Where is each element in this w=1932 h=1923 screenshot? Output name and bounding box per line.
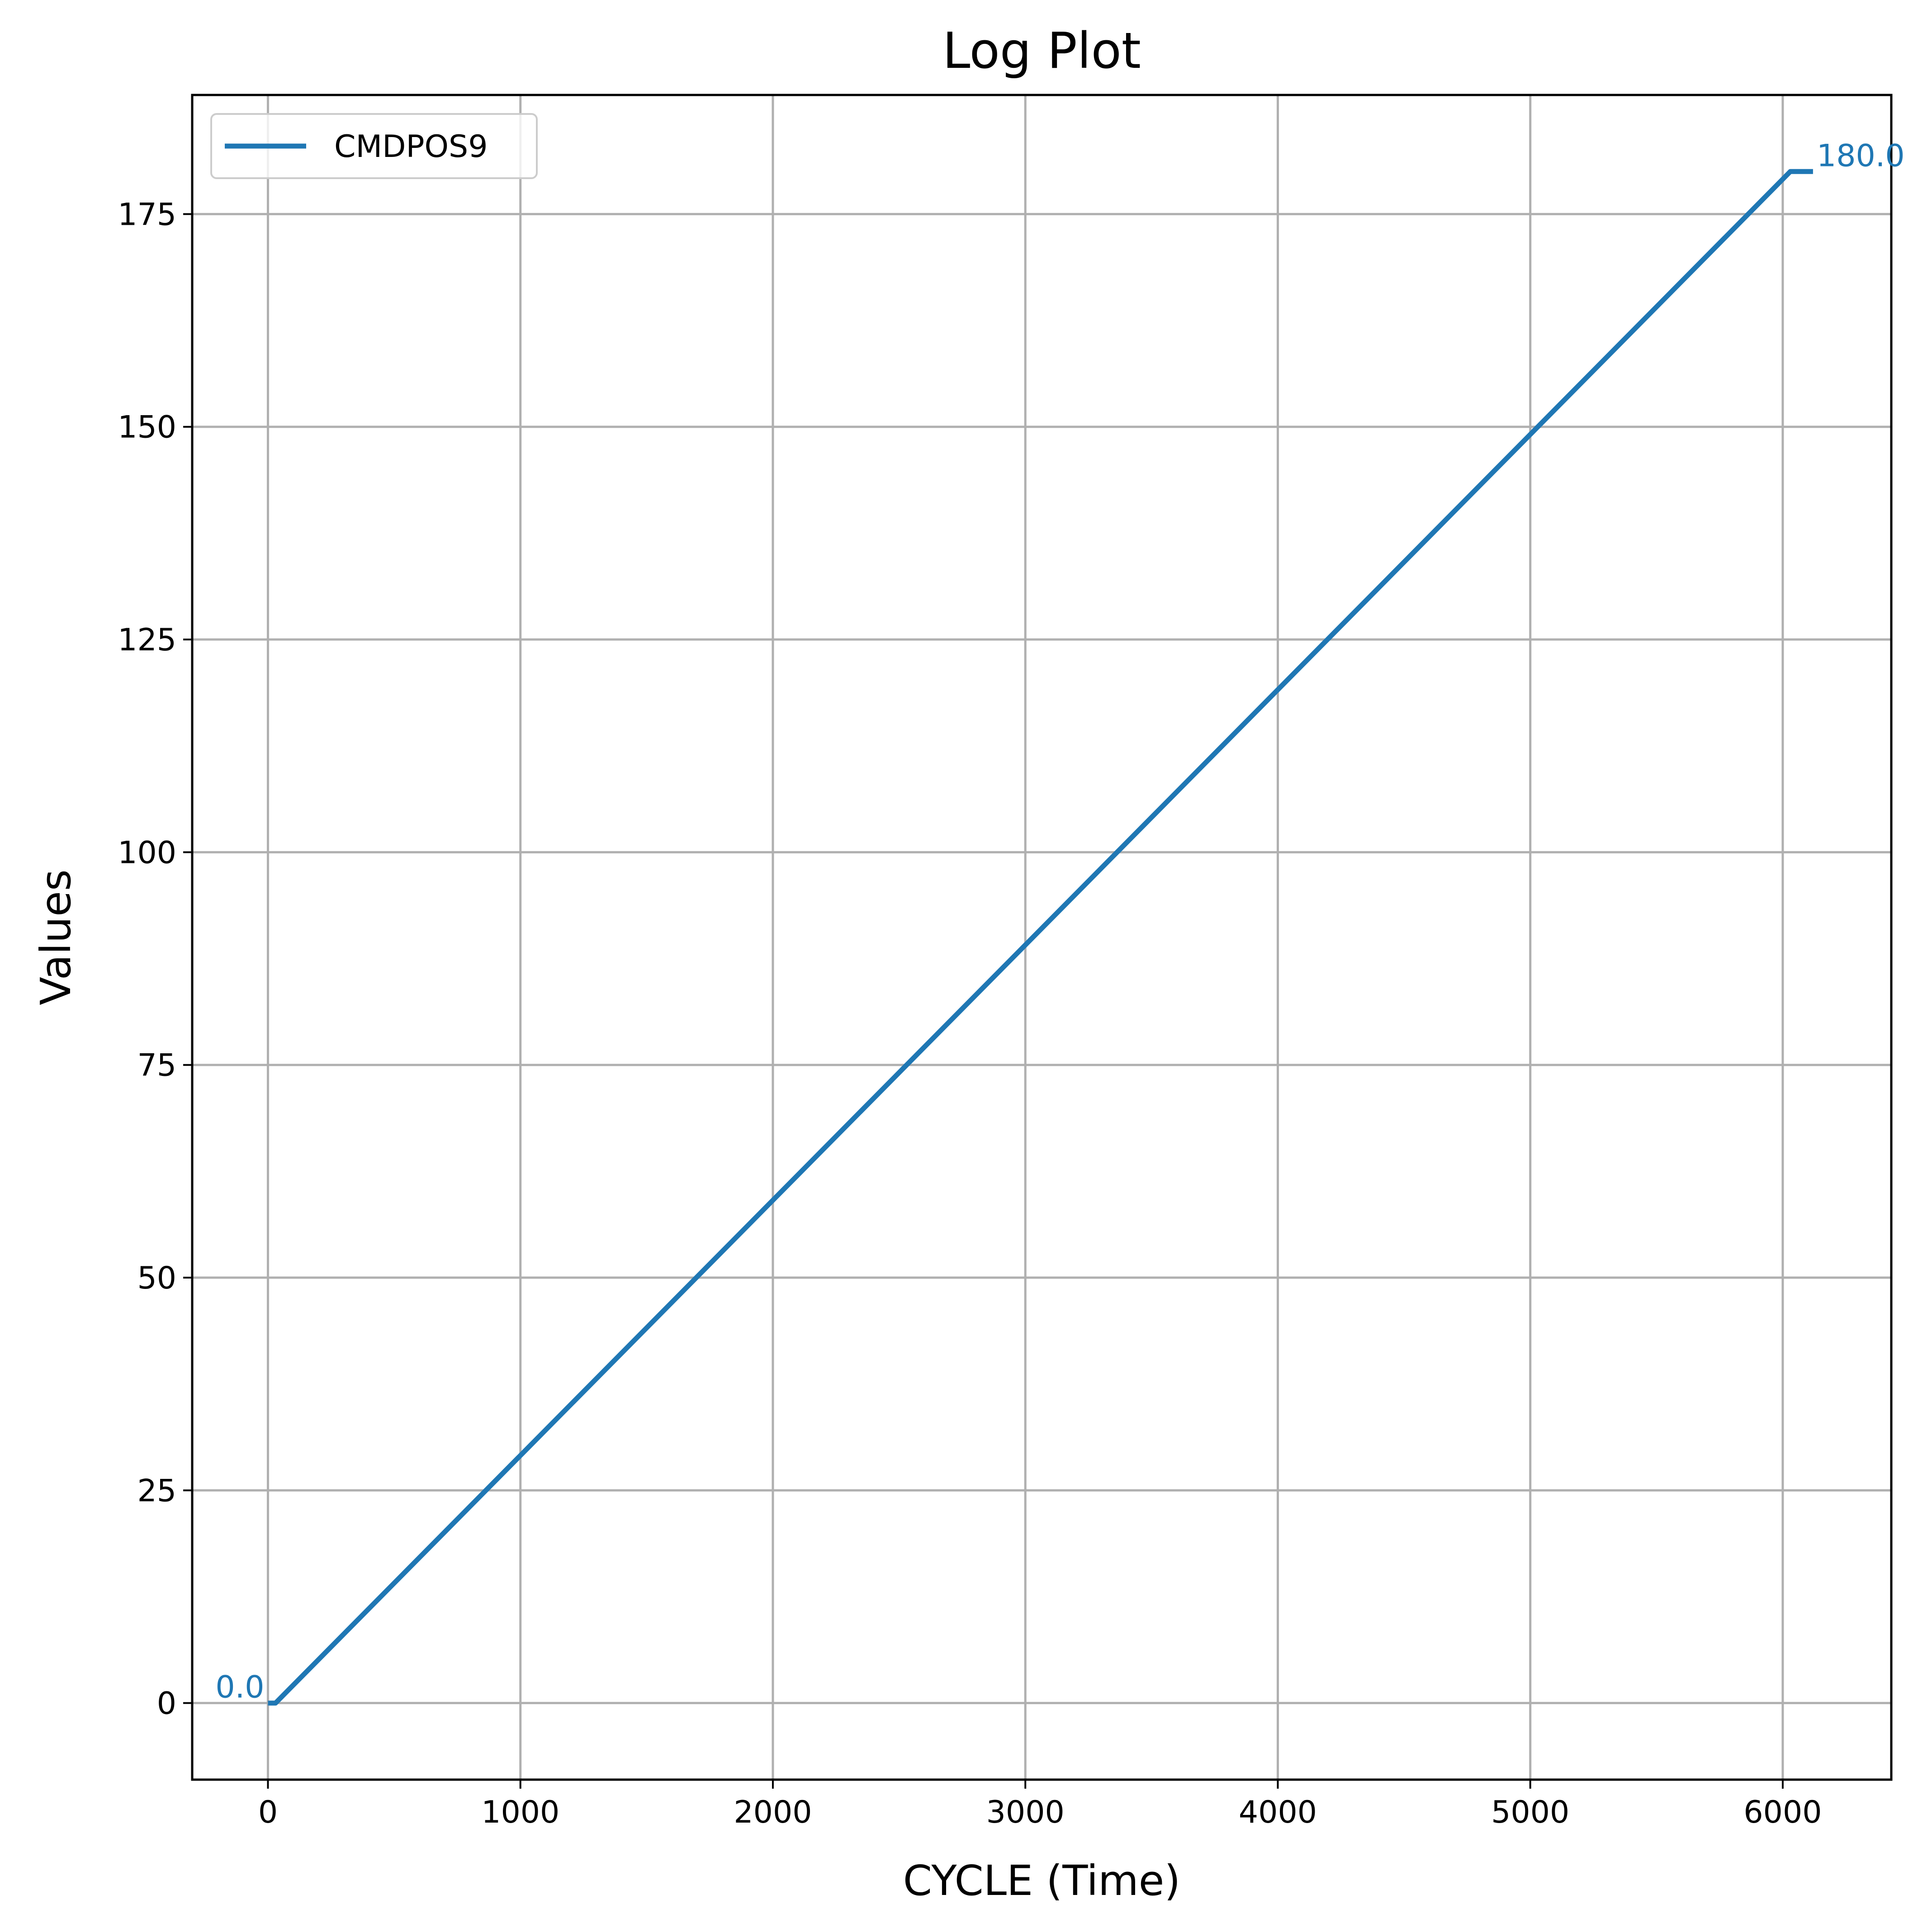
y-tick-label: 100 — [118, 835, 176, 871]
y-tick-label: 150 — [118, 410, 176, 445]
y-tick-label: 25 — [137, 1473, 176, 1509]
series-line-cmdpos9 — [268, 169, 1813, 1706]
y-axis-title: Values — [32, 869, 80, 1005]
data-annotation: 180.0 — [1817, 138, 1905, 174]
grid — [192, 95, 1891, 1780]
annotations: 0.0 180.0 — [215, 138, 1904, 1705]
x-tick-label: 0 — [258, 1795, 278, 1830]
legend: CMDPOS9 — [210, 113, 538, 179]
y-tick-label: 0 — [157, 1686, 176, 1722]
x-axis-title: CYCLE (Time) — [903, 1857, 1181, 1905]
x-tick-label: 3000 — [986, 1795, 1065, 1830]
y-tick-label: 125 — [118, 622, 176, 658]
x-tick-label: 1000 — [481, 1795, 559, 1830]
data-annotation: 0.0 — [215, 1670, 264, 1705]
x-tick-label: 6000 — [1743, 1795, 1822, 1830]
chart-title: Log Plot — [942, 22, 1141, 80]
x-tick-label: 4000 — [1239, 1795, 1317, 1830]
legend-box — [210, 113, 538, 179]
y-tick-label: 50 — [137, 1260, 176, 1296]
ticks: 0 1000 2000 3000 4000 5000 6000 0 25 50 75 100 125 15… — [118, 197, 1822, 1830]
x-tick-label: 5000 — [1491, 1795, 1569, 1830]
x-tick-label: 2000 — [734, 1795, 812, 1830]
series-layer — [268, 169, 1813, 1706]
y-tick-label: 75 — [137, 1048, 176, 1084]
y-tick-label: 175 — [118, 197, 176, 232]
legend-label: CMDPOS9 — [334, 129, 488, 165]
plot-frame — [191, 94, 1893, 1781]
